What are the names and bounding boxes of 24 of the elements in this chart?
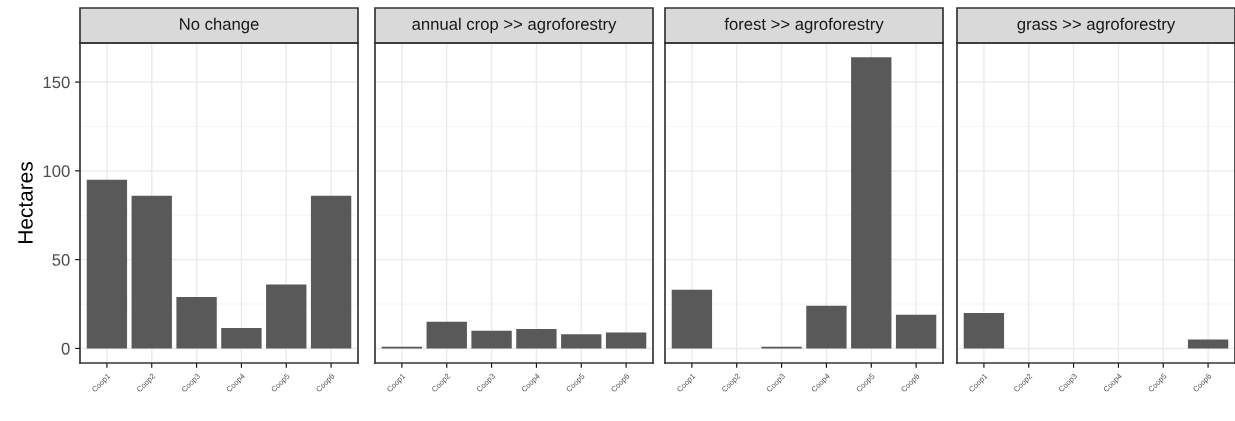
bar	[86, 179, 128, 349]
bar	[806, 305, 847, 349]
y-tick-label: 0	[61, 342, 70, 355]
y-tick-label: 100	[43, 165, 70, 178]
bar	[176, 296, 217, 349]
bar	[426, 321, 467, 349]
bar	[131, 195, 172, 349]
chart-title: forest >> agroforestry	[724, 17, 884, 34]
y-tick-label: 50	[52, 254, 70, 266]
chart-title: grass >> agroforestry	[1017, 17, 1176, 34]
bar	[671, 289, 713, 349]
bar	[266, 284, 307, 349]
bar	[221, 328, 262, 349]
bar	[895, 314, 937, 349]
bar	[561, 334, 602, 349]
bar	[471, 330, 512, 349]
chart-title: No change	[180, 17, 259, 34]
chart-title: annual crop >> agroforestry	[412, 17, 617, 34]
y-tick-label: 150	[43, 76, 70, 89]
y-axis-title: Hectares	[18, 162, 33, 243]
bar	[605, 332, 647, 349]
bar	[851, 57, 892, 349]
bar	[516, 328, 557, 349]
bar	[310, 195, 352, 349]
